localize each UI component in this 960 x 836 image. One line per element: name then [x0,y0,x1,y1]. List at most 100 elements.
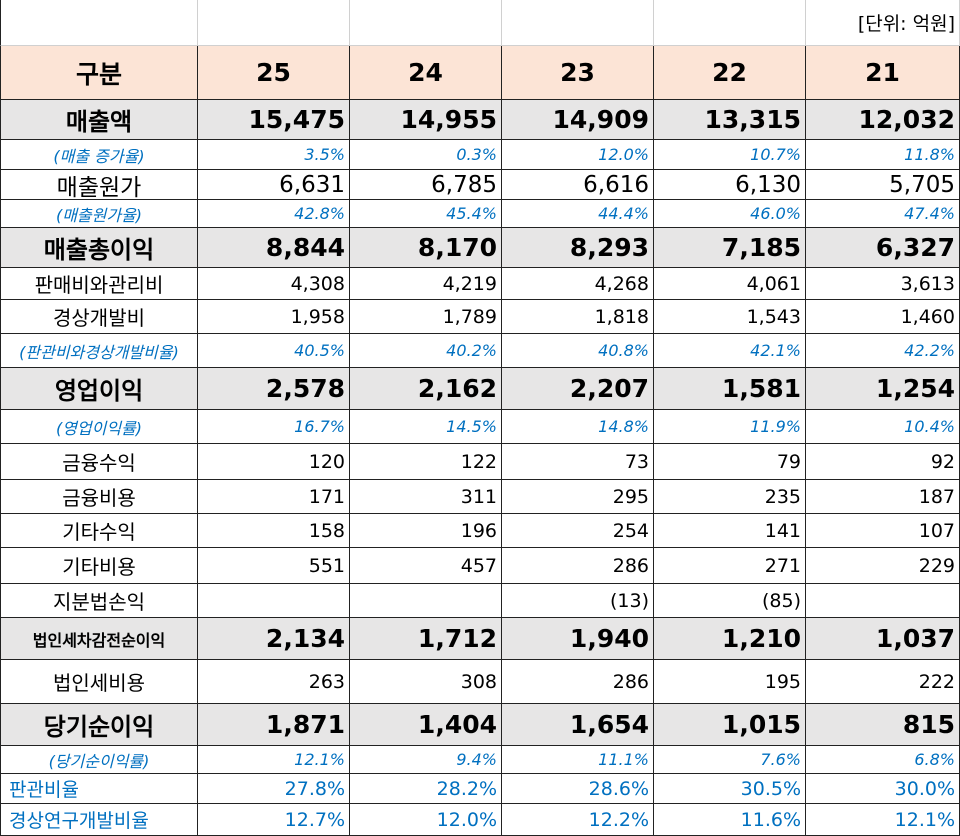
value-cell: 40.8% [502,334,654,368]
value-cell: 42.2% [806,334,960,368]
value-cell: 4,219 [350,268,502,300]
value-cell: (13) [502,584,654,618]
value-cell: 196 [350,514,502,548]
value-cell [350,584,502,618]
value-cell: 10.4% [806,410,960,444]
row-label: (매출 증가율) [0,140,198,170]
value-cell: 254 [502,514,654,548]
value-cell: 308 [350,660,502,704]
value-cell: 79 [654,444,806,480]
value-cell: 45.4% [350,200,502,228]
value-cell: 47.4% [806,200,960,228]
row-label: 영업이익 [0,368,198,410]
value-cell: 8,293 [502,228,654,268]
value-cell: 187 [806,480,960,514]
value-cell: 6,631 [198,170,350,200]
row-label: (매출원가율) [0,200,198,228]
row-label: (영업이익률) [0,410,198,444]
value-cell: 6,130 [654,170,806,200]
value-cell: 1,543 [654,300,806,334]
value-cell: 229 [806,548,960,584]
value-cell: 7.6% [654,746,806,774]
row-label: 매출총이익 [0,228,198,268]
value-cell: 1,818 [502,300,654,334]
row-label: 법인세차감전순이익 [0,618,198,660]
value-cell: 171 [198,480,350,514]
row-label: 지분법손익 [0,584,198,618]
empty-cell [502,0,654,46]
value-cell: 271 [654,548,806,584]
value-cell: 14,909 [502,100,654,140]
value-cell: 11.9% [654,410,806,444]
value-cell: 28.6% [502,774,654,804]
value-cell: 286 [502,548,654,584]
row-label: 판관비율 [0,774,198,804]
year-header: 21 [806,46,960,100]
value-cell: 1,460 [806,300,960,334]
value-cell: 1,254 [806,368,960,410]
unit-label: [단위: 억원] [806,0,960,46]
row-label: 당기순이익 [0,704,198,746]
value-cell: 3,613 [806,268,960,300]
value-cell: 1,789 [350,300,502,334]
value-cell: 815 [806,704,960,746]
value-cell: 40.5% [198,334,350,368]
year-header: 25 [198,46,350,100]
value-cell: 141 [654,514,806,548]
value-cell: 42.1% [654,334,806,368]
row-label: 경상개발비 [0,300,198,334]
value-cell: 295 [502,480,654,514]
value-cell: 13,315 [654,100,806,140]
value-cell: 44.4% [502,200,654,228]
value-cell: 1,940 [502,618,654,660]
value-cell: 5,705 [806,170,960,200]
value-cell: 1,015 [654,704,806,746]
value-cell: 30.0% [806,774,960,804]
row-label: 경상연구개발비율 [0,804,198,836]
value-cell: 16.7% [198,410,350,444]
value-cell: 92 [806,444,960,480]
value-cell: 1,037 [806,618,960,660]
row-label: 판매비와관리비 [0,268,198,300]
value-cell: 107 [806,514,960,548]
value-cell: 15,475 [198,100,350,140]
value-cell: 2,207 [502,368,654,410]
value-cell: 158 [198,514,350,548]
value-cell: 30.5% [654,774,806,804]
value-cell: 12,032 [806,100,960,140]
value-cell: 457 [350,548,502,584]
value-cell: 3.5% [198,140,350,170]
value-cell: 73 [502,444,654,480]
value-cell: 1,712 [350,618,502,660]
value-cell: 28.2% [350,774,502,804]
row-label: 법인세비용 [0,660,198,704]
value-cell: 12.0% [502,140,654,170]
empty-cell [654,0,806,46]
year-header: 24 [350,46,502,100]
value-cell: 12.2% [502,804,654,836]
row-label: 매출원가 [0,170,198,200]
value-cell: 1,210 [654,618,806,660]
empty-cell [0,0,198,46]
value-cell: 8,844 [198,228,350,268]
value-cell: 6,616 [502,170,654,200]
value-cell: 4,308 [198,268,350,300]
value-cell: 14.5% [350,410,502,444]
value-cell [198,584,350,618]
value-cell: 4,061 [654,268,806,300]
value-cell: 1,958 [198,300,350,334]
value-cell: 12.7% [198,804,350,836]
value-cell: 4,268 [502,268,654,300]
value-cell: 12.1% [806,804,960,836]
value-cell: 6.8% [806,746,960,774]
value-cell: 27.8% [198,774,350,804]
value-cell: 286 [502,660,654,704]
empty-cell [198,0,350,46]
value-cell: 1,871 [198,704,350,746]
value-cell: 42.8% [198,200,350,228]
value-cell: 1,654 [502,704,654,746]
value-cell: 195 [654,660,806,704]
row-label: 금융비용 [0,480,198,514]
value-cell: 46.0% [654,200,806,228]
value-cell: 263 [198,660,350,704]
